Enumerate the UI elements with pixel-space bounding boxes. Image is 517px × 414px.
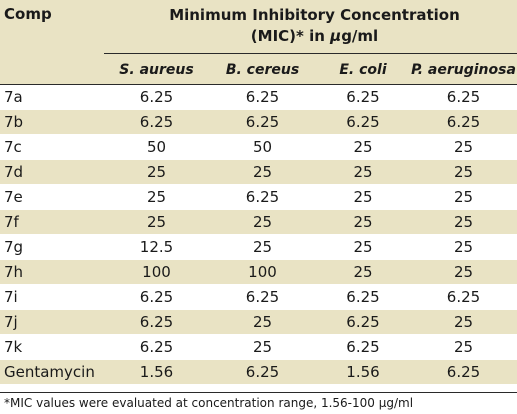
mic-group-header: Minimum Inhibitory Concentration (MIC)* … (112, 5, 517, 47)
table-row: 7f 25 25 25 25 (0, 210, 517, 234)
mic-value-cell: 6.25 (446, 113, 481, 131)
compound-cell: 7h (4, 263, 24, 281)
mic-value-cell: 25 (353, 263, 373, 281)
mic-value-cell: 6.25 (245, 88, 280, 106)
mic-value-cell: 6.25 (139, 288, 174, 306)
mic-value-cell: 25 (353, 238, 373, 256)
compound-cell: Gentamycin (4, 363, 95, 381)
mic-header-mu: μ (330, 27, 342, 45)
compound-cell: 7i (4, 288, 18, 306)
mic-value-cell: 25 (453, 313, 474, 331)
mic-value-cell: 25 (453, 238, 474, 256)
table-footnote: *MIC values were evaluated at concentrat… (4, 396, 414, 410)
mic-value-cell: 25 (453, 188, 474, 206)
mic-value-cell: 25 (252, 213, 273, 231)
mic-value-cell: 50 (252, 138, 273, 156)
comp-column-header: Comp (4, 5, 52, 23)
mic-value-cell: 100 (248, 263, 277, 281)
mic-value-cell: 6.25 (139, 88, 174, 106)
compound-cell: 7j (4, 313, 18, 331)
mic-value-cell: 25 (353, 138, 373, 156)
compound-cell: 7f (4, 213, 19, 231)
mic-value-cell: 25 (252, 163, 273, 181)
col-b-cereus: B. cereus (225, 62, 300, 78)
mic-value-cell: 6.25 (139, 113, 174, 131)
mic-value-cell: 1.56 (346, 363, 380, 381)
mic-value-cell: 25 (252, 338, 273, 356)
mic-value-cell: 6.25 (139, 338, 174, 356)
mic-header-line1: Minimum Inhibitory Concentration (169, 6, 460, 24)
mic-value-cell: 25 (146, 213, 167, 231)
mic-value-cell: 6.25 (446, 88, 481, 106)
mic-value-cell: 6.25 (139, 313, 174, 331)
mic-value-cell: 6.25 (446, 363, 481, 381)
header-divider (104, 53, 517, 54)
col-p-aeruginosa: P. aeruginosa (411, 62, 516, 78)
compound-cell: 7k (4, 338, 23, 356)
table-row: 7i 6.25 6.25 6.25 6.25 (0, 285, 517, 309)
compound-cell: 7c (4, 138, 22, 156)
header-bottom-rule (0, 84, 517, 85)
table-row: 7d 25 25 25 25 (0, 160, 517, 184)
col-e-coli: E. coli (339, 62, 387, 78)
mic-value-cell: 25 (353, 213, 373, 231)
mic-header-prefix: (MIC)* in (250, 27, 331, 45)
compound-cell: 7a (4, 88, 23, 106)
compound-cell: 7e (4, 188, 23, 206)
mic-value-cell: 25 (453, 163, 474, 181)
table-row: 7k 6.25 25 6.25 25 (0, 335, 517, 359)
compound-cell: 7b (4, 113, 24, 131)
mic-header-line2: (MIC)* in μg/ml (112, 26, 517, 47)
mic-value-cell: 6.25 (245, 288, 280, 306)
mic-value-cell: 6.25 (346, 288, 380, 306)
table-row: 7b 6.25 6.25 6.25 6.25 (0, 110, 517, 134)
mic-value-cell: 6.25 (245, 363, 280, 381)
mic-value-cell: 6.25 (346, 313, 380, 331)
mic-value-cell: 25 (252, 238, 273, 256)
mic-value-cell: 6.25 (346, 113, 380, 131)
mic-value-cell: 25 (353, 188, 373, 206)
mic-value-cell: 25 (353, 163, 373, 181)
mic-value-cell: 6.25 (245, 188, 280, 206)
mic-value-cell: 25 (146, 188, 167, 206)
table-row: 7g 12.5 25 25 25 (0, 235, 517, 259)
compound-cell: 7g (4, 238, 24, 256)
table-row: 7a 6.25 6.25 6.25 6.25 (0, 85, 517, 109)
mic-value-cell: 1.56 (139, 363, 174, 381)
table-row: 7e 25 6.25 25 25 (0, 185, 517, 209)
mic-value-cell: 12.5 (139, 238, 174, 256)
mic-value-cell: 50 (146, 138, 167, 156)
mic-value-cell: 6.25 (446, 288, 481, 306)
mic-value-cell: 25 (146, 163, 167, 181)
table-bottom-rule (0, 392, 517, 393)
mic-value-cell: 6.25 (245, 113, 280, 131)
mic-value-cell: 25 (252, 313, 273, 331)
table-row: 7c 50 50 25 25 (0, 135, 517, 159)
table-row: 7j 6.25 25 6.25 25 (0, 310, 517, 334)
mic-value-cell: 25 (453, 213, 474, 231)
mic-value-cell: 25 (453, 138, 474, 156)
table-row: 7h 100 100 25 25 (0, 260, 517, 284)
mic-value-cell: 6.25 (346, 338, 380, 356)
mic-value-cell: 6.25 (346, 88, 380, 106)
mic-value-cell: 25 (453, 338, 474, 356)
table-row: Gentamycin 1.56 6.25 1.56 6.25 (0, 360, 517, 384)
col-s-aureus: S. aureus (119, 62, 194, 78)
compound-cell: 7d (4, 163, 24, 181)
mic-value-cell: 100 (142, 263, 171, 281)
table-header: Comp Minimum Inhibitory Concentration (M… (0, 0, 517, 84)
mic-header-unit: g/ml (341, 27, 379, 45)
mic-value-cell: 25 (453, 263, 474, 281)
